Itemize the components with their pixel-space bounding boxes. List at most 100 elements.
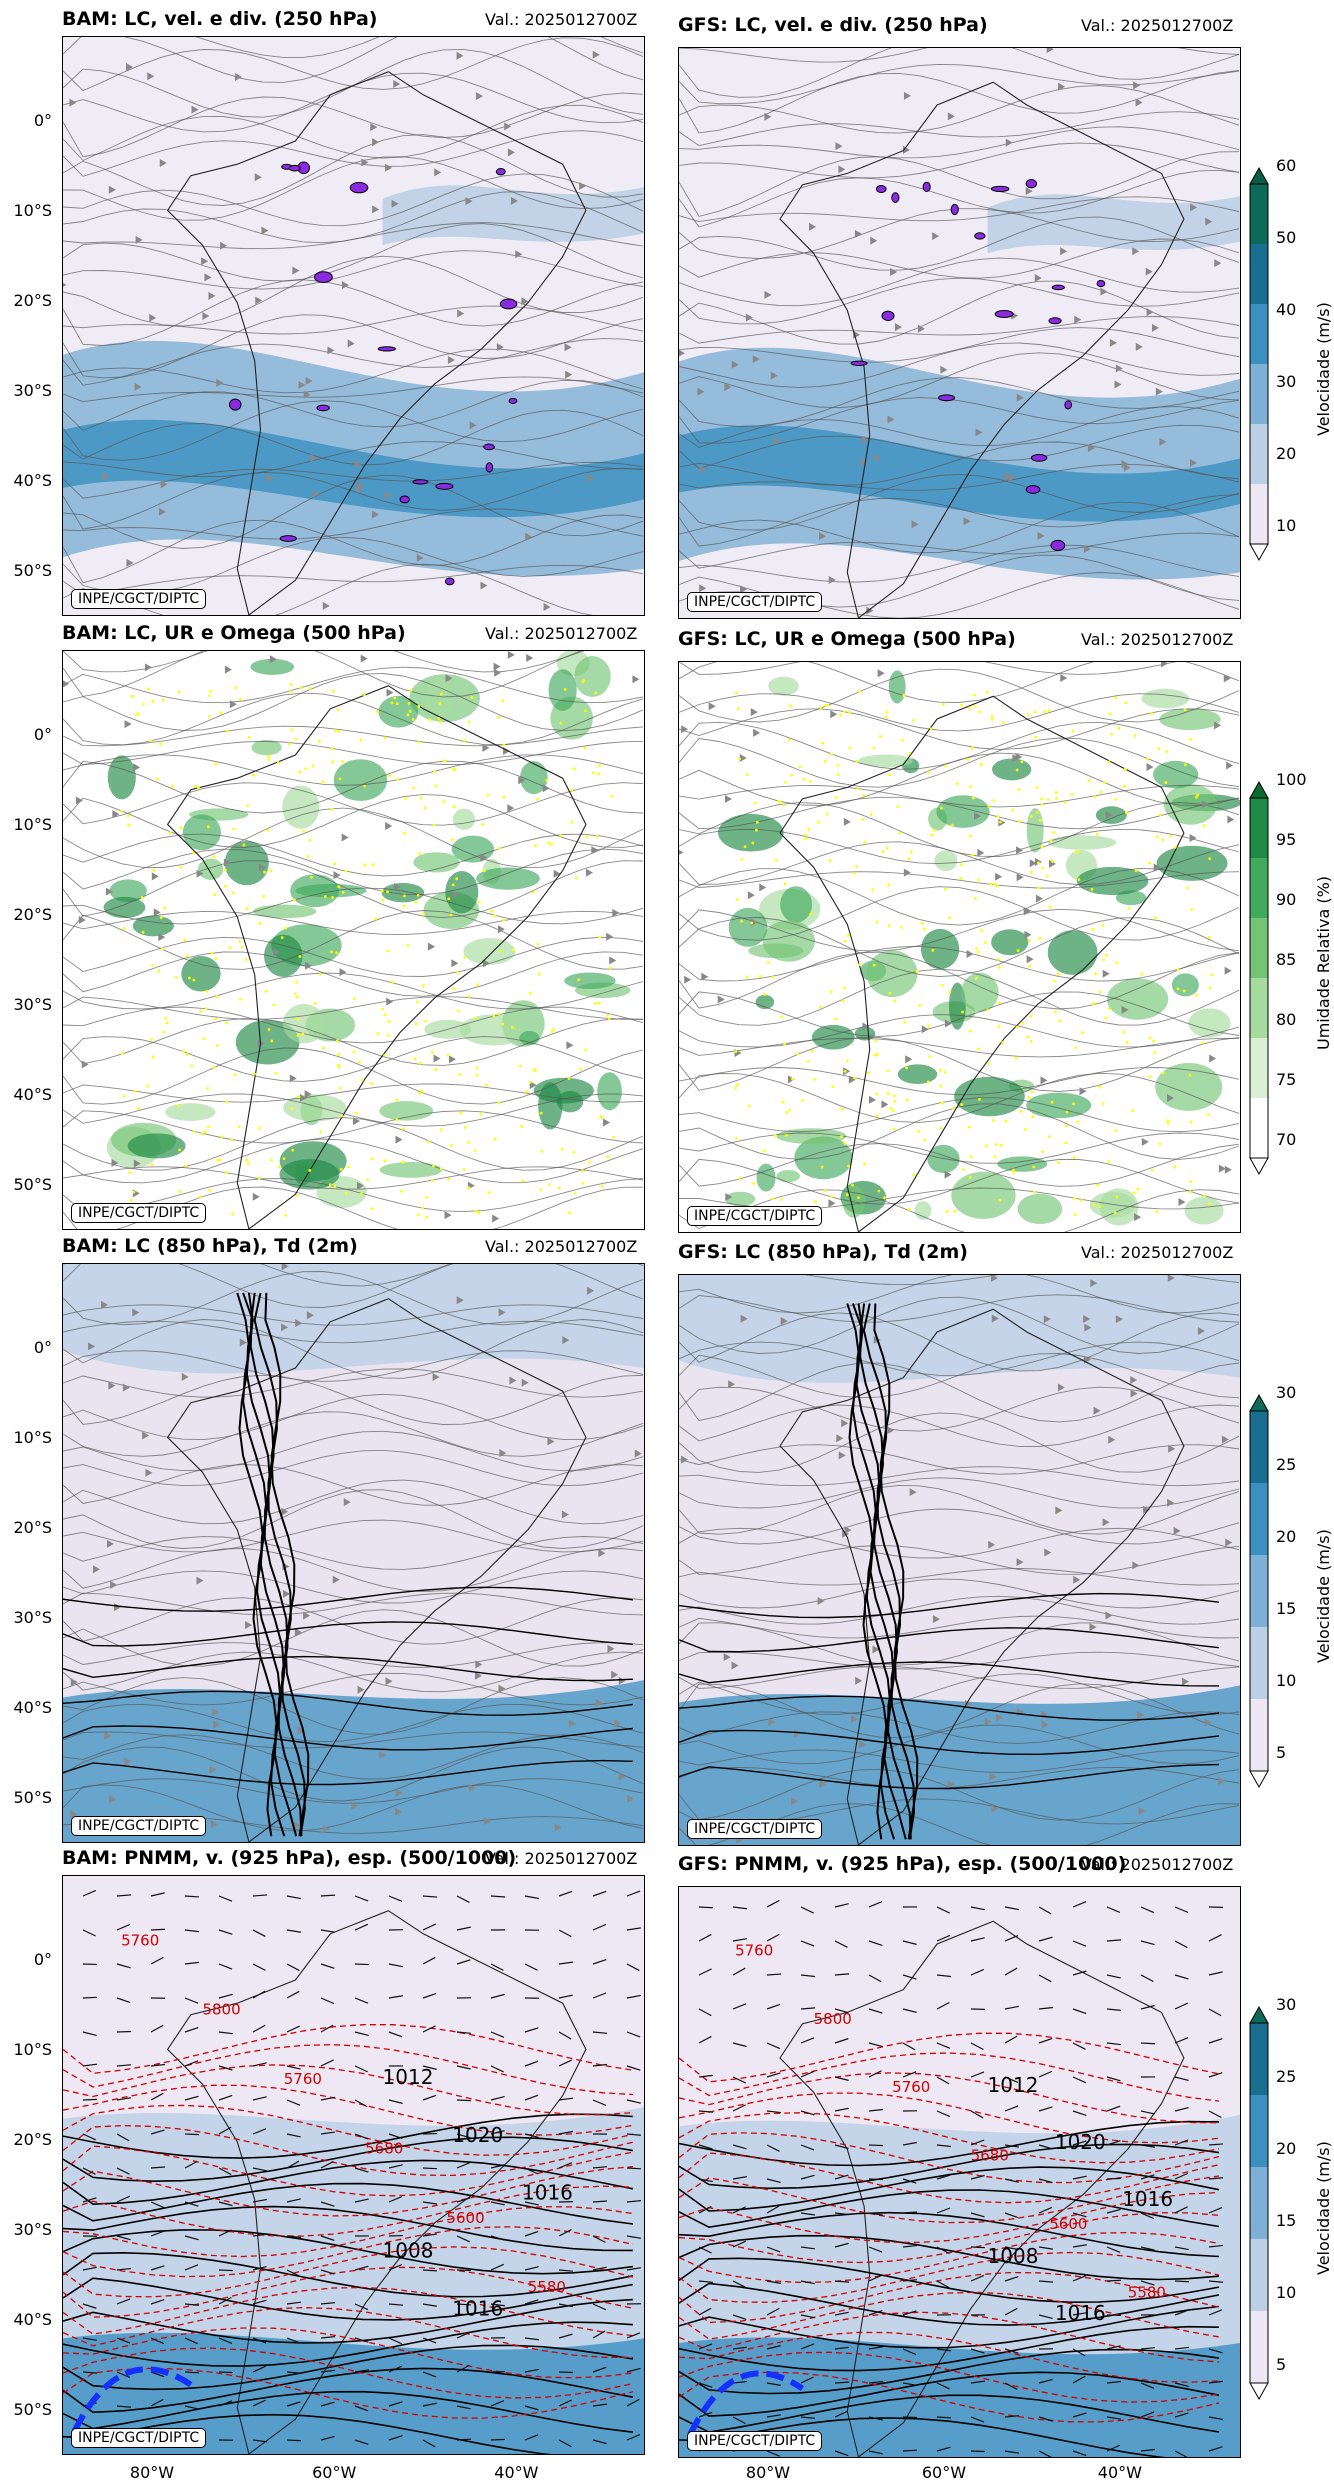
colorbar-tick-label: 95	[1276, 830, 1296, 849]
omega-dot	[863, 841, 866, 844]
omega-dot	[493, 914, 496, 917]
omega-dot	[207, 1125, 210, 1128]
omega-dot	[1066, 1111, 1069, 1114]
omega-dot	[417, 894, 420, 897]
divergence-cell	[1031, 454, 1046, 461]
omega-dot	[1109, 712, 1112, 715]
omega-dot	[1169, 835, 1172, 838]
omega-dot	[480, 1113, 483, 1116]
panel-title: BAM: PNMM, v. (925 hPa), esp. (500/1000)	[62, 1847, 516, 1869]
omega-dot	[337, 1053, 340, 1056]
omega-dot	[342, 891, 345, 894]
panel-title: GFS: PNMM, v. (925 hPa), esp. (500/1000)	[678, 1853, 1126, 1875]
omega-dot	[1153, 1051, 1156, 1054]
omega-dot	[824, 1190, 827, 1193]
omega-dot	[120, 810, 123, 813]
omega-dot	[205, 990, 208, 993]
omega-dot	[297, 1034, 300, 1037]
panel-title: BAM: LC (850 hPa), Td (2m)	[62, 1235, 358, 1257]
humidity-patch	[597, 1072, 622, 1110]
omega-dot	[927, 1080, 930, 1083]
colorbar-tick-label: 75	[1276, 1070, 1296, 1089]
omega-dot	[463, 1168, 466, 1171]
omega-dot	[1207, 1113, 1210, 1116]
omega-dot	[220, 1135, 223, 1138]
omega-dot	[483, 869, 486, 872]
omega-dot	[1164, 781, 1167, 784]
credit-badge: INPE/CGCT/DIPTC	[71, 1816, 206, 1836]
omega-dot	[1201, 1041, 1204, 1044]
omega-dot	[1099, 990, 1102, 993]
omega-dot	[559, 834, 562, 837]
omega-dot	[331, 748, 334, 751]
omega-dot	[162, 698, 165, 701]
omega-dot	[175, 976, 178, 979]
omega-dot	[1016, 769, 1019, 772]
omega-dot	[1133, 1191, 1136, 1194]
omega-dot	[229, 946, 232, 949]
omega-dot	[558, 1186, 561, 1189]
humidity-patch	[1157, 846, 1228, 881]
omega-dot	[902, 694, 905, 697]
omega-dot	[525, 1090, 528, 1093]
omega-dot	[1028, 965, 1031, 968]
omega-dot	[417, 705, 420, 708]
omega-dot	[1103, 781, 1106, 784]
pressure-label: 1012	[383, 2065, 434, 2089]
omega-dot	[266, 829, 269, 832]
omega-dot	[1093, 795, 1096, 798]
omega-dot	[913, 1174, 916, 1177]
omega-dot	[263, 871, 266, 874]
omega-dot	[234, 686, 237, 689]
colorbar-extend-max	[1250, 782, 1268, 798]
x-tick-label: 80°W	[122, 2463, 182, 2482]
omega-dot	[481, 823, 484, 826]
omega-dot	[908, 1208, 911, 1211]
omega-dot	[204, 1130, 207, 1133]
omega-dot	[209, 690, 212, 693]
omega-dot	[1074, 1197, 1077, 1200]
omega-dot	[179, 1190, 182, 1193]
omega-dot	[900, 926, 903, 929]
omega-dot	[218, 1159, 221, 1162]
omega-dot	[245, 1159, 248, 1162]
omega-dot	[308, 1169, 311, 1172]
omega-dot	[197, 786, 200, 789]
omega-dot	[166, 1021, 169, 1024]
colorbar-segment	[1250, 978, 1268, 1038]
panel-title: GFS: LC, vel. e div. (250 hPa)	[678, 14, 988, 36]
omega-dot	[337, 708, 340, 711]
thickness-label: 5760	[892, 2078, 930, 2096]
omega-dot	[434, 1068, 437, 1071]
humidity-patch	[128, 1133, 186, 1158]
omega-dot	[801, 1099, 804, 1102]
omega-dot	[1165, 750, 1168, 753]
speed-band	[988, 194, 1240, 253]
omega-dot	[165, 1017, 168, 1020]
omega-dot	[579, 1067, 582, 1070]
humidity-patch	[574, 656, 610, 697]
omega-dot	[809, 780, 812, 783]
omega-dot	[824, 704, 827, 707]
colorbar-label: Velocidade (m/s)	[1314, 302, 1333, 436]
omega-dot	[1040, 797, 1043, 800]
thickness-label: 5600	[1049, 2215, 1087, 2233]
divergence-cell	[315, 272, 333, 283]
omega-dot	[767, 961, 770, 964]
omega-dot	[969, 785, 972, 788]
omega-dot	[986, 1008, 989, 1011]
omega-dot	[847, 1165, 850, 1168]
omega-dot	[1096, 833, 1099, 836]
omega-dot	[888, 992, 891, 995]
omega-dot	[417, 1214, 420, 1217]
omega-dot	[969, 1155, 972, 1158]
omega-dot	[419, 1062, 422, 1065]
colorbar-label: Umidade Relativa (%)	[1314, 876, 1333, 1050]
omega-dot	[440, 693, 443, 696]
omega-dot	[381, 889, 384, 892]
omega-dot	[1092, 1203, 1095, 1206]
omega-dot	[584, 1049, 587, 1052]
omega-dot	[785, 1134, 788, 1137]
map-panel: INPE/CGCT/DIPTC	[62, 1263, 645, 1843]
omega-dot	[559, 722, 562, 725]
